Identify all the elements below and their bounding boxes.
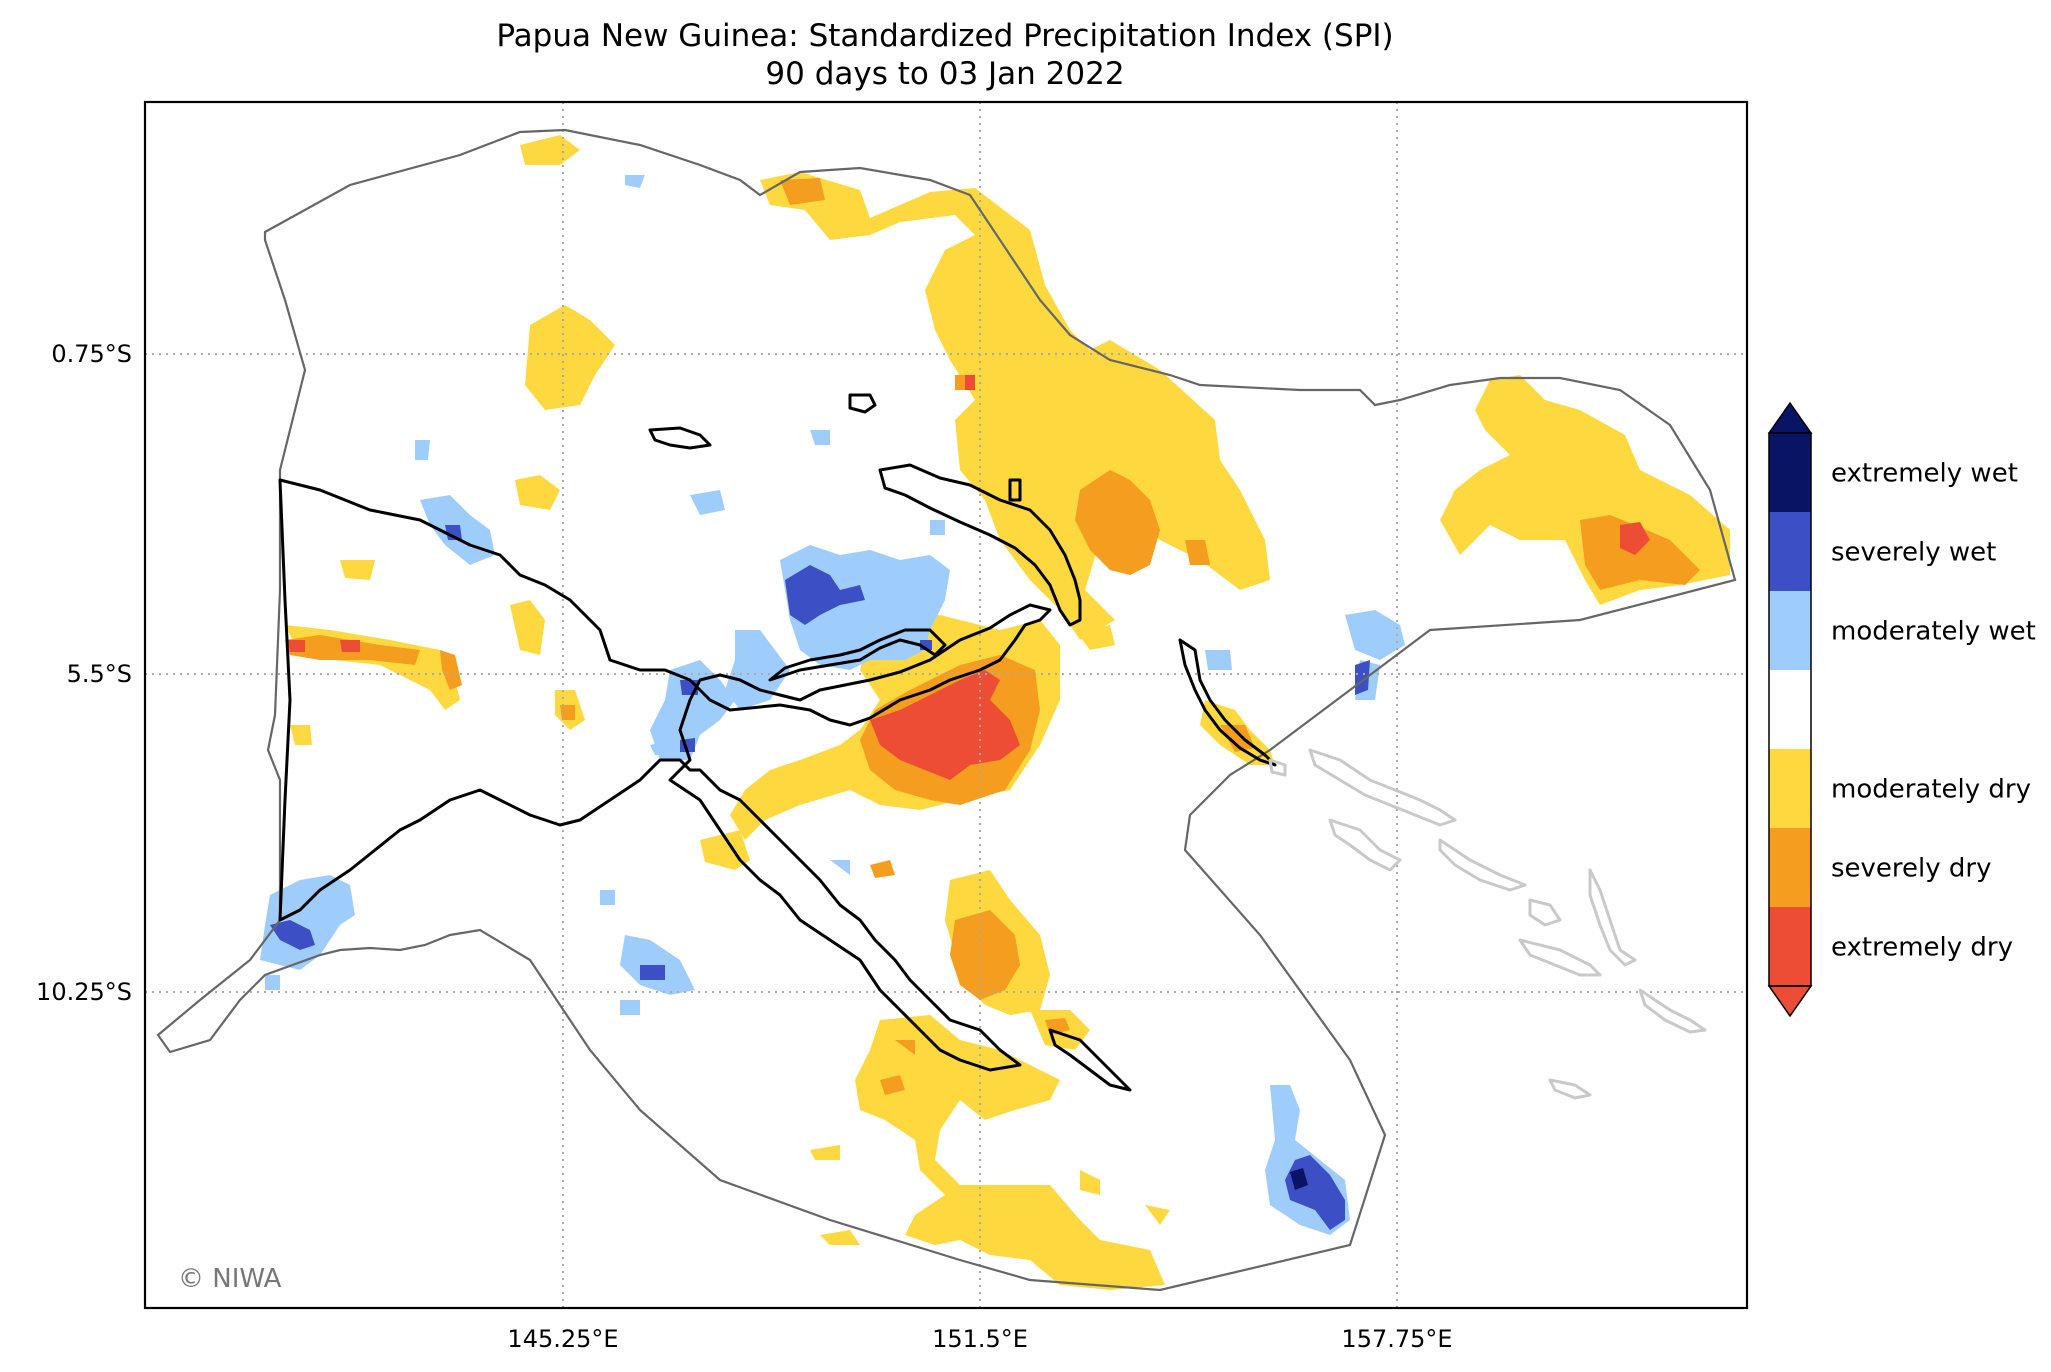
legend-arrow-wet	[1767, 401, 1813, 434]
legend-swatch	[1769, 512, 1811, 591]
legend-label: severely dry	[1831, 854, 1992, 884]
lon-tick: 145.25°E	[507, 1325, 618, 1353]
solomon-coastline	[1268, 748, 1707, 1100]
legend-swatch	[1769, 907, 1811, 986]
lat-tick: 10.25°S	[36, 978, 132, 1006]
legend-swatch	[1769, 670, 1811, 749]
legend-swatch	[1769, 433, 1811, 512]
png-coastline	[278, 393, 1277, 1092]
legend-swatch	[1769, 828, 1811, 907]
map-subtitle: 90 days to 03 Jan 2022	[765, 56, 1124, 92]
legend-label: moderately dry	[1831, 775, 2031, 805]
legend-label: moderately wet	[1831, 617, 2036, 647]
legend-arrow-dry	[1767, 985, 1813, 1018]
graticule	[145, 102, 1747, 1308]
map-area	[145, 102, 1747, 1308]
legend-swatch	[1769, 749, 1811, 828]
extremely-dry-regions	[288, 375, 1650, 780]
lat-ticks: 0.75°S 5.5°S 10.25°S	[36, 340, 132, 1006]
map-frame	[143, 100, 1749, 1310]
spi-legend: extremely wet severely wet moderately wet m…	[1767, 401, 2036, 1018]
legend-label: extremely wet	[1831, 459, 2018, 489]
legend-swatch	[1769, 591, 1811, 670]
lat-tick: 5.5°S	[67, 660, 132, 688]
lon-ticks: 145.25°E 151.5°E 157.75°E	[507, 1325, 1452, 1353]
eez-boundary	[156, 128, 1737, 1292]
lon-tick: 151.5°E	[932, 1325, 1028, 1353]
map-title: Papua New Guinea: Standardized Precipita…	[496, 18, 1393, 54]
lon-tick: 157.75°E	[1341, 1325, 1452, 1353]
spi-shading	[260, 135, 1730, 1290]
legend-label: severely wet	[1831, 538, 1996, 568]
legend-outline	[1768, 432, 1812, 987]
extremely-wet-regions	[1290, 1168, 1308, 1190]
lat-tick: 0.75°S	[51, 340, 132, 368]
credit-text: © NIWA	[178, 1264, 282, 1294]
legend-label: extremely dry	[1831, 933, 2013, 963]
